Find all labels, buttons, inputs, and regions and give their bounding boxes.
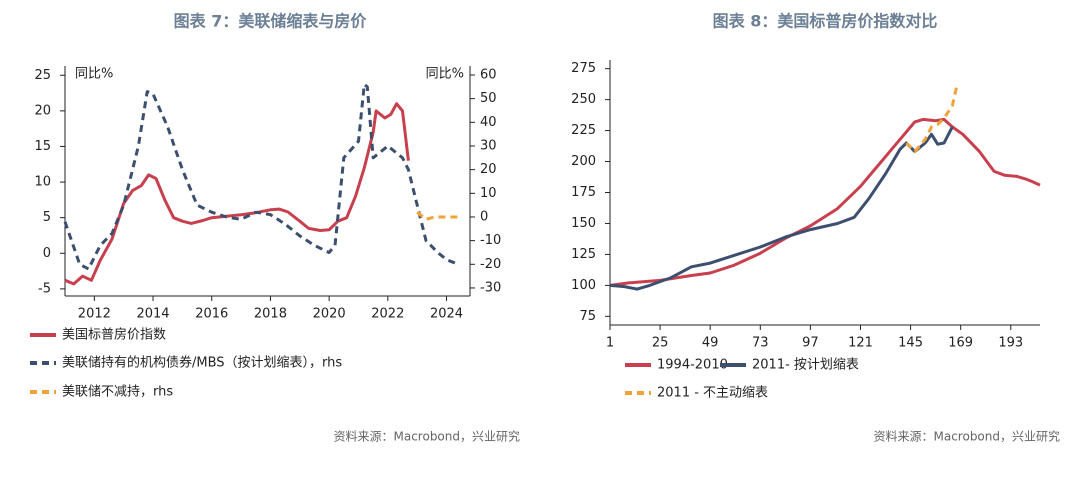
x-tick-label: 49 bbox=[702, 336, 719, 351]
source-note: 资料来源：Macrobond，兴业研究 bbox=[334, 429, 521, 444]
x-tick-label: 25 bbox=[652, 336, 669, 351]
series-line bbox=[416, 211, 459, 221]
y-axis-label: 同比% bbox=[75, 67, 113, 82]
x-tick-label: 2022 bbox=[371, 307, 404, 322]
y-tick-label: 125 bbox=[571, 247, 596, 262]
chart-title: 图表 7：美联储缩表与房价 bbox=[174, 12, 368, 31]
y-tick-label: 20 bbox=[34, 103, 51, 118]
y2-tick-label: 0 bbox=[480, 209, 488, 224]
y-tick-label: 250 bbox=[571, 92, 596, 107]
legend-label: 2011 - 不主动缩表 bbox=[657, 385, 768, 401]
x-tick-label: 2016 bbox=[195, 307, 228, 322]
y2-tick-label: 20 bbox=[480, 162, 497, 177]
x-tick-label: 73 bbox=[752, 336, 769, 351]
legend-label: 美联储持有的机构债券/MBS（按计划缩表），rhs bbox=[62, 355, 342, 371]
y2-tick-label: 10 bbox=[480, 186, 497, 201]
x-tick-label: 2024 bbox=[430, 307, 463, 322]
y2-tick-label: -20 bbox=[480, 257, 501, 272]
x-tick-label: 145 bbox=[898, 336, 923, 351]
y2-tick-label: 30 bbox=[480, 138, 497, 153]
y-tick-label: 25 bbox=[34, 68, 51, 83]
legend-label: 2011- 按计划缩表 bbox=[752, 357, 859, 373]
x-tick-label: 169 bbox=[948, 336, 973, 351]
y-tick-label: 10 bbox=[34, 175, 51, 190]
series-line bbox=[609, 126, 954, 291]
y-tick-label: 275 bbox=[571, 61, 596, 76]
legend-label: 美国标普房价指数 bbox=[62, 327, 166, 343]
series-line bbox=[63, 83, 459, 271]
source-note: 资料来源：Macrobond，兴业研究 bbox=[874, 429, 1061, 444]
x-tick-label: 2012 bbox=[78, 307, 111, 322]
y2-tick-label: 40 bbox=[480, 115, 497, 130]
y-tick-label: 175 bbox=[571, 185, 596, 200]
x-tick-label: 2020 bbox=[313, 307, 346, 322]
legend-label: 美联储不减持，rhs bbox=[62, 385, 173, 400]
y2-tick-label: 50 bbox=[480, 91, 497, 106]
y-tick-label: 200 bbox=[571, 154, 596, 169]
y-tick-label: -5 bbox=[38, 281, 51, 296]
x-tick-label: 2018 bbox=[254, 307, 287, 322]
y-tick-label: 150 bbox=[571, 216, 596, 231]
y-tick-label: 225 bbox=[571, 123, 596, 138]
legend-label: 1994-2010 bbox=[657, 358, 728, 373]
x-tick-label: 193 bbox=[998, 336, 1023, 351]
x-tick-label: 121 bbox=[848, 336, 873, 351]
y2-tick-label: 60 bbox=[480, 67, 497, 82]
x-tick-label: 1 bbox=[606, 336, 614, 351]
series-line bbox=[905, 86, 958, 154]
y-tick-label: 100 bbox=[571, 278, 596, 293]
y-tick-label: 0 bbox=[43, 246, 51, 261]
y2-tick-label: -10 bbox=[480, 233, 501, 248]
x-tick-label: 2014 bbox=[136, 307, 169, 322]
y2-axis-label: 同比% bbox=[426, 67, 464, 82]
y-tick-label: 75 bbox=[579, 309, 596, 324]
y-tick-label: 15 bbox=[34, 139, 51, 154]
series-line bbox=[609, 117, 1041, 287]
y2-tick-label: -30 bbox=[480, 280, 501, 295]
series-line bbox=[64, 102, 410, 286]
y-tick-label: 5 bbox=[43, 210, 51, 225]
chart-title: 图表 8：美国标普房价指数对比 bbox=[713, 12, 938, 31]
x-tick-label: 97 bbox=[802, 336, 819, 351]
